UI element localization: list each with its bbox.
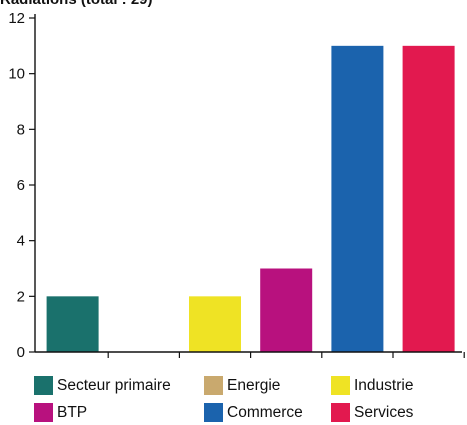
legend-swatch xyxy=(331,403,350,422)
y-tick-label: 12 xyxy=(8,10,25,27)
legend-item-services: Services xyxy=(331,403,413,422)
legend-item-secteur-primaire: Secteur primaire xyxy=(34,376,171,395)
legend-label: BTP xyxy=(57,403,88,421)
legend-swatch xyxy=(34,376,53,395)
y-tick-label: 2 xyxy=(17,288,25,305)
legend-swatch xyxy=(331,376,350,395)
y-tick-label: 4 xyxy=(17,233,25,250)
legend-item-btp: BTP xyxy=(34,403,87,422)
legend-swatch xyxy=(204,403,223,422)
bar-industrie xyxy=(189,296,241,352)
y-axis-ticks: 0 2 4 6 8 10 12 xyxy=(8,10,35,361)
bars xyxy=(46,45,455,352)
bar-commerce xyxy=(331,45,384,352)
axes xyxy=(34,14,465,358)
legend-swatch xyxy=(34,403,53,422)
y-tick-label: 6 xyxy=(17,177,25,194)
legend-label: Industrie xyxy=(354,376,414,394)
legend-label: Commerce xyxy=(227,403,303,421)
bar-btp xyxy=(260,268,313,352)
y-tick-label: 0 xyxy=(17,344,25,361)
legend-swatch xyxy=(204,376,223,395)
chart-title: Radiations (total : 29) xyxy=(0,0,153,8)
bar-secteur-primaire xyxy=(46,296,99,352)
legend-label: Secteur primaire xyxy=(57,376,171,394)
bar-services xyxy=(402,45,455,352)
legend-item-commerce: Commerce xyxy=(204,403,303,422)
legend-item-energie: Energie xyxy=(204,376,280,395)
y-tick-label: 8 xyxy=(17,121,25,138)
legend-label: Services xyxy=(354,403,414,421)
legend-label: Energie xyxy=(227,376,281,394)
legend-item-industrie: Industrie xyxy=(331,376,413,395)
y-tick-label: 10 xyxy=(8,66,25,83)
